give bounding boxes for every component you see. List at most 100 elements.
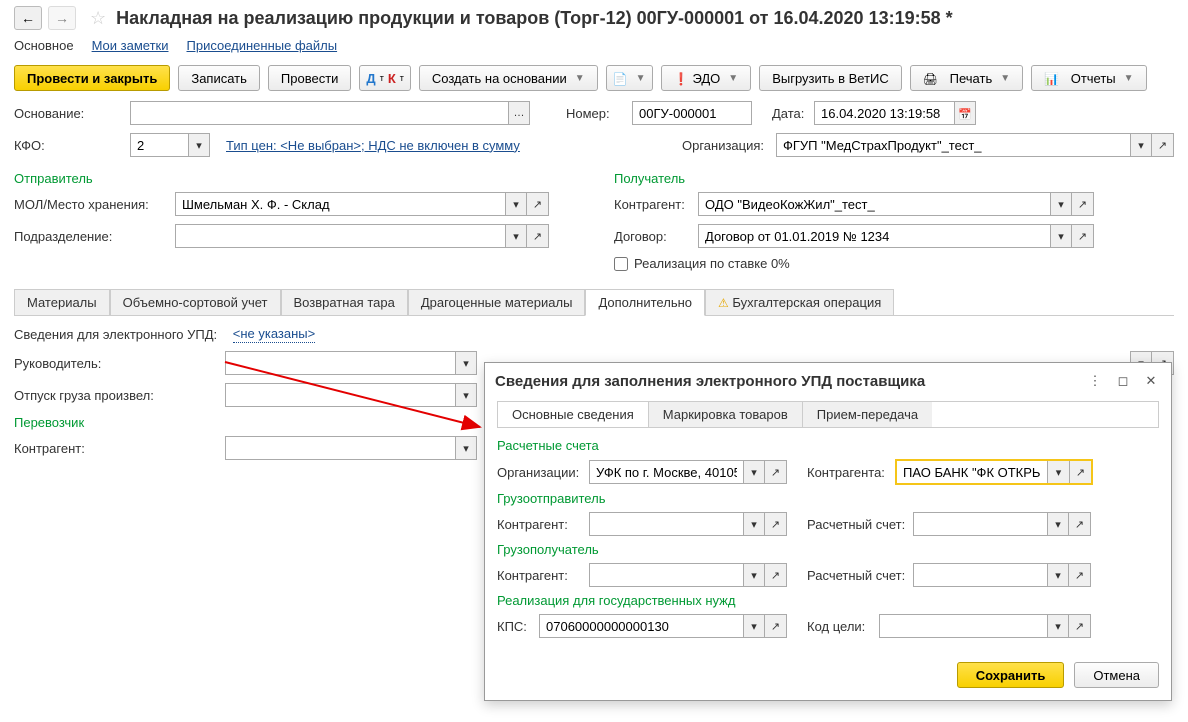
basis-input[interactable]: [130, 101, 508, 125]
counterparty-dropdown-button[interactable]: ▾: [1050, 192, 1072, 216]
popup-r-account-input[interactable]: [913, 563, 1047, 587]
popup-cancel-button[interactable]: Отмена: [1074, 662, 1159, 688]
counterparty-open-button[interactable]: ↗: [1072, 192, 1094, 216]
popup-org-dropdown-button[interactable]: ▾: [743, 460, 765, 484]
popup-r-counter-open-button[interactable]: ↗: [765, 563, 787, 587]
zero-rate-checkbox[interactable]: [614, 257, 628, 271]
popup-org-label: Организации:: [497, 465, 583, 480]
contract-input[interactable]: [698, 224, 1050, 248]
popup-tab-transfer[interactable]: Прием-передача: [803, 402, 932, 427]
kfo-label: КФО:: [14, 138, 124, 153]
tab-additional[interactable]: Дополнительно: [585, 289, 705, 316]
popup-sect-accounts: Расчетные счета: [497, 438, 1159, 453]
popup-tab-main[interactable]: Основные сведения: [498, 402, 649, 427]
popup-kps-dropdown-button[interactable]: ▾: [743, 614, 765, 638]
popup-counter-dropdown-button[interactable]: ▾: [1047, 461, 1069, 483]
cmdbar-notes[interactable]: Мои заметки: [92, 38, 169, 53]
upd-info-link[interactable]: <не указаны>: [233, 326, 315, 343]
popup-r-account-open-button[interactable]: ↗: [1069, 563, 1091, 587]
tab-volume[interactable]: Объемно-сортовой учет: [110, 289, 281, 315]
popup-tab-marking[interactable]: Маркировка товаров: [649, 402, 803, 427]
popup-save-button[interactable]: Сохранить: [957, 662, 1065, 688]
price-type-link[interactable]: Тип цен: <Не выбран>; НДС не включен в с…: [226, 138, 520, 153]
popup-r-counter-input[interactable]: [589, 563, 743, 587]
cmdbar-main[interactable]: Основное: [14, 38, 74, 53]
carrier-counter-label: Контрагент:: [14, 441, 219, 456]
director-input[interactable]: [225, 351, 455, 375]
popup-goal-label: Код цели:: [807, 619, 873, 634]
reports-button[interactable]: Отчеты▼: [1031, 65, 1146, 91]
forward-button[interactable]: →: [48, 6, 76, 30]
popup-counter-open-button[interactable]: ↗: [1069, 461, 1091, 483]
popup-goal-open-button[interactable]: ↗: [1069, 614, 1091, 638]
create-based-button[interactable]: Создать на основании▼: [419, 65, 598, 91]
tab-precious[interactable]: Драгоценные материалы: [408, 289, 586, 315]
print-button[interactable]: Печать▼: [910, 65, 1023, 91]
chevron-down-icon: ▼: [1124, 73, 1134, 84]
select-basis-button[interactable]: …: [508, 101, 530, 125]
popup-s-counter-open-button[interactable]: ↗: [765, 512, 787, 536]
popup-s-counter-dropdown-button[interactable]: ▾: [743, 512, 765, 536]
popup-s-counter-input[interactable]: [589, 512, 743, 536]
release-dropdown-button[interactable]: ▾: [455, 383, 477, 407]
popup-kps-open-button[interactable]: ↗: [765, 614, 787, 638]
popup-s-account-dropdown-button[interactable]: ▾: [1047, 512, 1069, 536]
popup-org-input[interactable]: [589, 460, 743, 484]
receiver-section-title: Получатель: [614, 171, 1174, 186]
tab-tare[interactable]: Возвратная тара: [281, 289, 408, 315]
dept-dropdown-button[interactable]: ▾: [505, 224, 527, 248]
chevron-down-icon: ▼: [1000, 73, 1010, 84]
popup-kps-input[interactable]: [539, 614, 743, 638]
popup-more-button[interactable]: ⋮: [1085, 371, 1105, 391]
number-input[interactable]: [632, 101, 752, 125]
edo-button[interactable]: ЭДО▼: [661, 65, 752, 91]
tab-materials[interactable]: Материалы: [14, 289, 110, 315]
chevron-down-icon: ▼: [636, 73, 646, 84]
popup-counter-input[interactable]: [897, 461, 1047, 483]
popup-s-account-open-button[interactable]: ↗: [1069, 512, 1091, 536]
popup-r-counter-label: Контрагент:: [497, 568, 583, 583]
carrier-counter-input[interactable]: [225, 436, 455, 460]
print-icon: [923, 71, 938, 86]
org-input[interactable]: [776, 133, 1130, 157]
org-open-button[interactable]: ↗: [1152, 133, 1174, 157]
mol-open-button[interactable]: ↗: [527, 192, 549, 216]
popup-sect-recipient: Грузополучатель: [497, 542, 1159, 557]
popup-org-open-button[interactable]: ↗: [765, 460, 787, 484]
counterparty-input[interactable]: [698, 192, 1050, 216]
popup-close-button[interactable]: ✕: [1141, 371, 1161, 391]
post-and-close-button[interactable]: Провести и закрыть: [14, 65, 170, 91]
popup-counter-label: Контрагента:: [807, 465, 889, 480]
carrier-counter-dropdown-button[interactable]: ▾: [455, 436, 477, 460]
save-button[interactable]: Записать: [178, 65, 260, 91]
post-button[interactable]: Провести: [268, 65, 352, 91]
back-button[interactable]: ←: [14, 6, 42, 30]
dtkt-button[interactable]: ДтКт: [359, 65, 410, 91]
popup-r-counter-dropdown-button[interactable]: ▾: [743, 563, 765, 587]
chart-icon: [1044, 71, 1059, 86]
popup-s-account-input[interactable]: [913, 512, 1047, 536]
release-input[interactable]: [225, 383, 455, 407]
dept-input[interactable]: [175, 224, 505, 248]
popup-r-account-dropdown-button[interactable]: ▾: [1047, 563, 1069, 587]
mol-dropdown-button[interactable]: ▾: [505, 192, 527, 216]
popup-maximize-button[interactable]: ◻: [1113, 371, 1133, 391]
org-dropdown-button[interactable]: ▾: [1130, 133, 1152, 157]
cmdbar-files[interactable]: Присоединенные файлы: [187, 38, 338, 53]
tab-accounting[interactable]: Бухгалтерская операция: [705, 289, 894, 315]
mol-input[interactable]: [175, 192, 505, 216]
doc-dropdown-button[interactable]: ▼: [606, 65, 653, 91]
favorite-star-icon[interactable]: ☆: [90, 8, 106, 29]
dept-open-button[interactable]: ↗: [527, 224, 549, 248]
contract-open-button[interactable]: ↗: [1072, 224, 1094, 248]
popup-goal-input[interactable]: [879, 614, 1047, 638]
contract-label: Договор:: [614, 229, 692, 244]
kfo-dropdown-button[interactable]: ▾: [188, 133, 210, 157]
date-picker-button[interactable]: [954, 101, 976, 125]
popup-goal-dropdown-button[interactable]: ▾: [1047, 614, 1069, 638]
director-dropdown-button[interactable]: ▾: [455, 351, 477, 375]
vetis-button[interactable]: Выгрузить в ВетИС: [759, 65, 902, 91]
kfo-input[interactable]: [130, 133, 188, 157]
date-input[interactable]: [814, 101, 954, 125]
contract-dropdown-button[interactable]: ▾: [1050, 224, 1072, 248]
